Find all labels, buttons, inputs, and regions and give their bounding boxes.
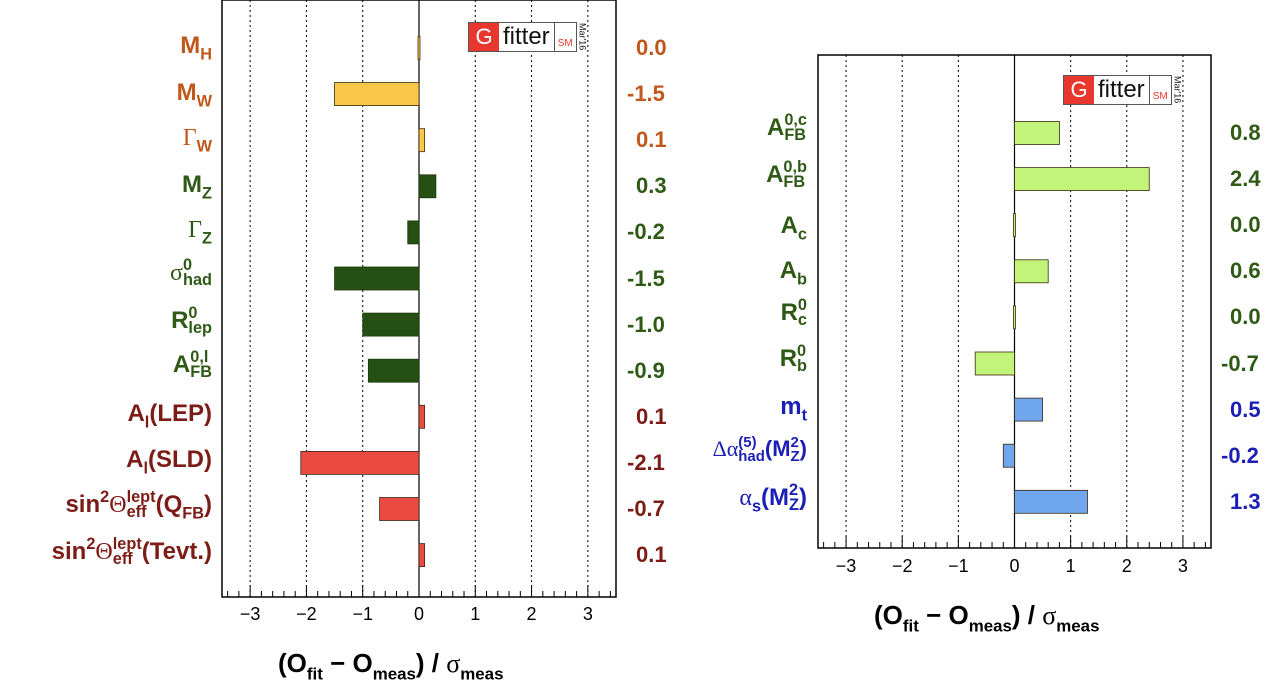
pull-value: 0.0: [636, 35, 667, 60]
label-m-w: MW: [176, 79, 212, 111]
pull-bar: [418, 404, 426, 429]
x-tick-label: 3: [1177, 556, 1188, 576]
pull-bar: [417, 36, 421, 60]
label-m-h: MH: [180, 32, 212, 64]
x-tick-label: −1: [948, 556, 969, 576]
label-a-fb-l: A 0,l FB: [172, 348, 212, 382]
pull-value: 0.1: [636, 127, 667, 153]
x-axis-title-right: (Ofit − Omeas) / σmeas: [874, 600, 1100, 636]
logo-date: Mar'16: [577, 23, 588, 51]
pull-value: 0.5: [1230, 396, 1261, 422]
label-a-c: Ac: [780, 212, 807, 244]
x-tick-label: 0: [413, 604, 425, 624]
pull-value: 0.1: [636, 542, 667, 568]
pull-bar: [1014, 489, 1088, 514]
x-tick-label: −3: [239, 604, 261, 624]
pull-bar: [362, 312, 420, 337]
pull-value: 1.3: [1230, 488, 1261, 514]
x-tick-label: 1: [1065, 556, 1076, 576]
pull-value: 0.0: [1230, 212, 1261, 238]
right-panel: [817, 54, 1212, 549]
pull-value: 0.3: [636, 173, 667, 199]
label-a-b: Ab: [779, 257, 807, 289]
pull-bar: [1014, 167, 1150, 192]
pull-bar: [1002, 443, 1015, 468]
pull-value: -2.1: [627, 449, 665, 475]
pull-bar: [407, 220, 420, 245]
label-m-t: mt: [780, 393, 807, 425]
logo-fitter: fitter: [1098, 76, 1145, 103]
label-a-fb-c: A 0,c FB: [766, 111, 807, 145]
pull-bar: [1013, 305, 1016, 330]
pull-value: -1.0: [627, 311, 665, 337]
x-tick-label: −2: [296, 604, 317, 624]
x-tick-label: 2: [526, 604, 537, 624]
pull-bar: [1013, 213, 1016, 238]
pull-value: 0.8: [1230, 120, 1261, 145]
x-tick-label: 1: [470, 604, 481, 624]
label-alpha-s: αs(M 2 Z): [739, 481, 807, 516]
x-tick-label: −2: [891, 556, 913, 576]
pull-bar: [367, 358, 420, 383]
gfitter-logo-left: G fitter SM Mar'16: [468, 22, 588, 52]
pull-value: 0.6: [1230, 258, 1261, 284]
logo-g: G: [1064, 76, 1094, 104]
logo-g: G: [469, 23, 499, 51]
x-tick-label: −1: [352, 604, 373, 624]
label-m-z: MZ: [182, 171, 212, 203]
pull-value: 0.0: [1230, 304, 1261, 330]
logo-sm: SM: [553, 23, 576, 51]
label-delta-alpha: Δα (5) had (M 2 Z): [712, 434, 807, 466]
pull-bar: [334, 266, 420, 291]
left-panel: [221, 0, 617, 598]
label-a-l-sld: Al(SLD): [126, 446, 212, 478]
pull-value: -0.2: [1221, 442, 1259, 468]
logo-date: Mar'16: [1172, 76, 1183, 104]
x-tick-label: −3: [835, 556, 857, 576]
pull-bar: [334, 82, 420, 106]
pull-bar: [418, 543, 426, 567]
pull-value: -1.5: [627, 265, 665, 291]
gfitter-logo-right: G fitter SM Mar'16: [1063, 75, 1183, 105]
pull-value: 2.4: [1230, 166, 1261, 192]
label-sin2-qfb: sin2Θ lept eff (QFB): [65, 487, 212, 523]
x-tick-label: 3: [582, 604, 593, 624]
pull-bar: [1014, 259, 1049, 284]
label-sin2-tevt: sin2Θ lept eff (Tevt.): [51, 534, 212, 569]
label-a-l-lep: Al(LEP): [127, 400, 212, 432]
logo-sm: SM: [1148, 76, 1171, 104]
pull-bar: [418, 174, 437, 199]
label-gamma-w: ΓW: [182, 125, 212, 156]
pull-value: -0.2: [627, 219, 665, 245]
x-axis-title-left: (Ofit − Omeas) / σmeas: [278, 648, 504, 684]
logo-fitter: fitter: [503, 23, 550, 50]
pull-value: -0.9: [627, 357, 665, 383]
pull-bar: [418, 128, 426, 153]
pull-value: 0.1: [636, 403, 667, 429]
pull-value: -1.5: [627, 81, 665, 107]
pull-value: -0.7: [627, 496, 665, 521]
x-tick-label: 2: [1121, 556, 1132, 576]
pull-value: -0.7: [1221, 350, 1259, 376]
label-r-lep: R 0 lep: [171, 304, 212, 338]
label-a-fb-b: A 0,b FB: [766, 158, 807, 192]
pull-bar: [1014, 121, 1060, 145]
pull-bar: [379, 497, 420, 521]
x-tick-label: 0: [1009, 556, 1020, 576]
pull-bar: [1014, 397, 1043, 422]
pull-bar: [974, 351, 1015, 376]
pull-bar: [300, 450, 420, 475]
label-sigma-had: σ 0 had: [170, 256, 212, 290]
label-gamma-z: ΓZ: [188, 217, 212, 248]
